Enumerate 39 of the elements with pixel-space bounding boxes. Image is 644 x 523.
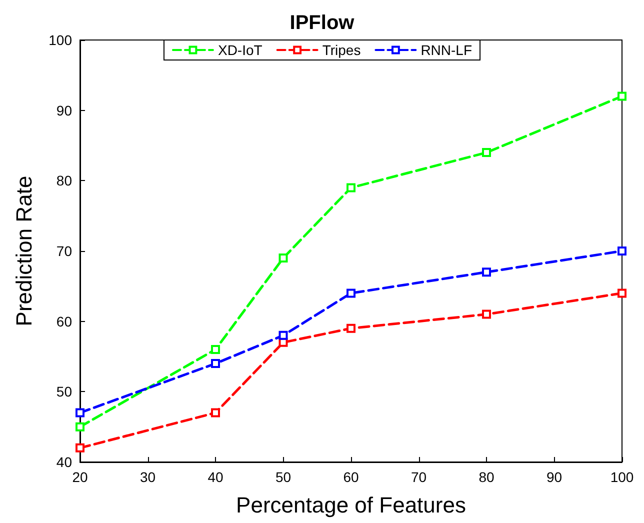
x-tick-label: 80 [478,469,494,485]
point [346,183,356,192]
y-tick-label: 80 [56,172,72,189]
point [211,408,220,418]
y-tick-label: 100 [48,32,72,48]
x-tick-label: 30 [140,469,156,485]
point [278,330,288,340]
point [346,288,356,298]
point [618,288,626,298]
point [482,268,491,277]
legend-label: Tripes [322,42,361,58]
point [76,408,84,418]
y-tick-label: 60 [56,313,72,330]
x-tick-label: 50 [275,469,292,485]
y-tick-label: 90 [56,102,72,118]
point [278,254,288,263]
point [76,422,84,432]
x-axis-title: Percentage of Features [236,492,466,518]
y-tick-label: 50 [56,384,72,400]
x-tick-label: 90 [546,469,562,485]
legend-label: XD-IoT [218,42,263,58]
x-tick-label: 60 [343,469,359,485]
x-tick-label: 20 [72,469,88,485]
chart-title: IPFlow [290,12,355,34]
x-tick-label: 70 [410,469,427,485]
point [482,310,491,319]
point [346,324,356,333]
point [482,148,491,158]
x-tick-label: 40 [208,469,224,485]
point [618,92,626,101]
point [211,359,220,368]
point [211,344,220,354]
point [76,443,84,452]
x-tick-label: 100 [610,469,634,485]
point [618,246,626,256]
y-axis-title: Prediction Rate [12,176,36,326]
y-tick-label: 70 [56,243,72,259]
y-tick-label: 40 [56,454,72,470]
legend-label: RNN-LF [420,42,472,58]
